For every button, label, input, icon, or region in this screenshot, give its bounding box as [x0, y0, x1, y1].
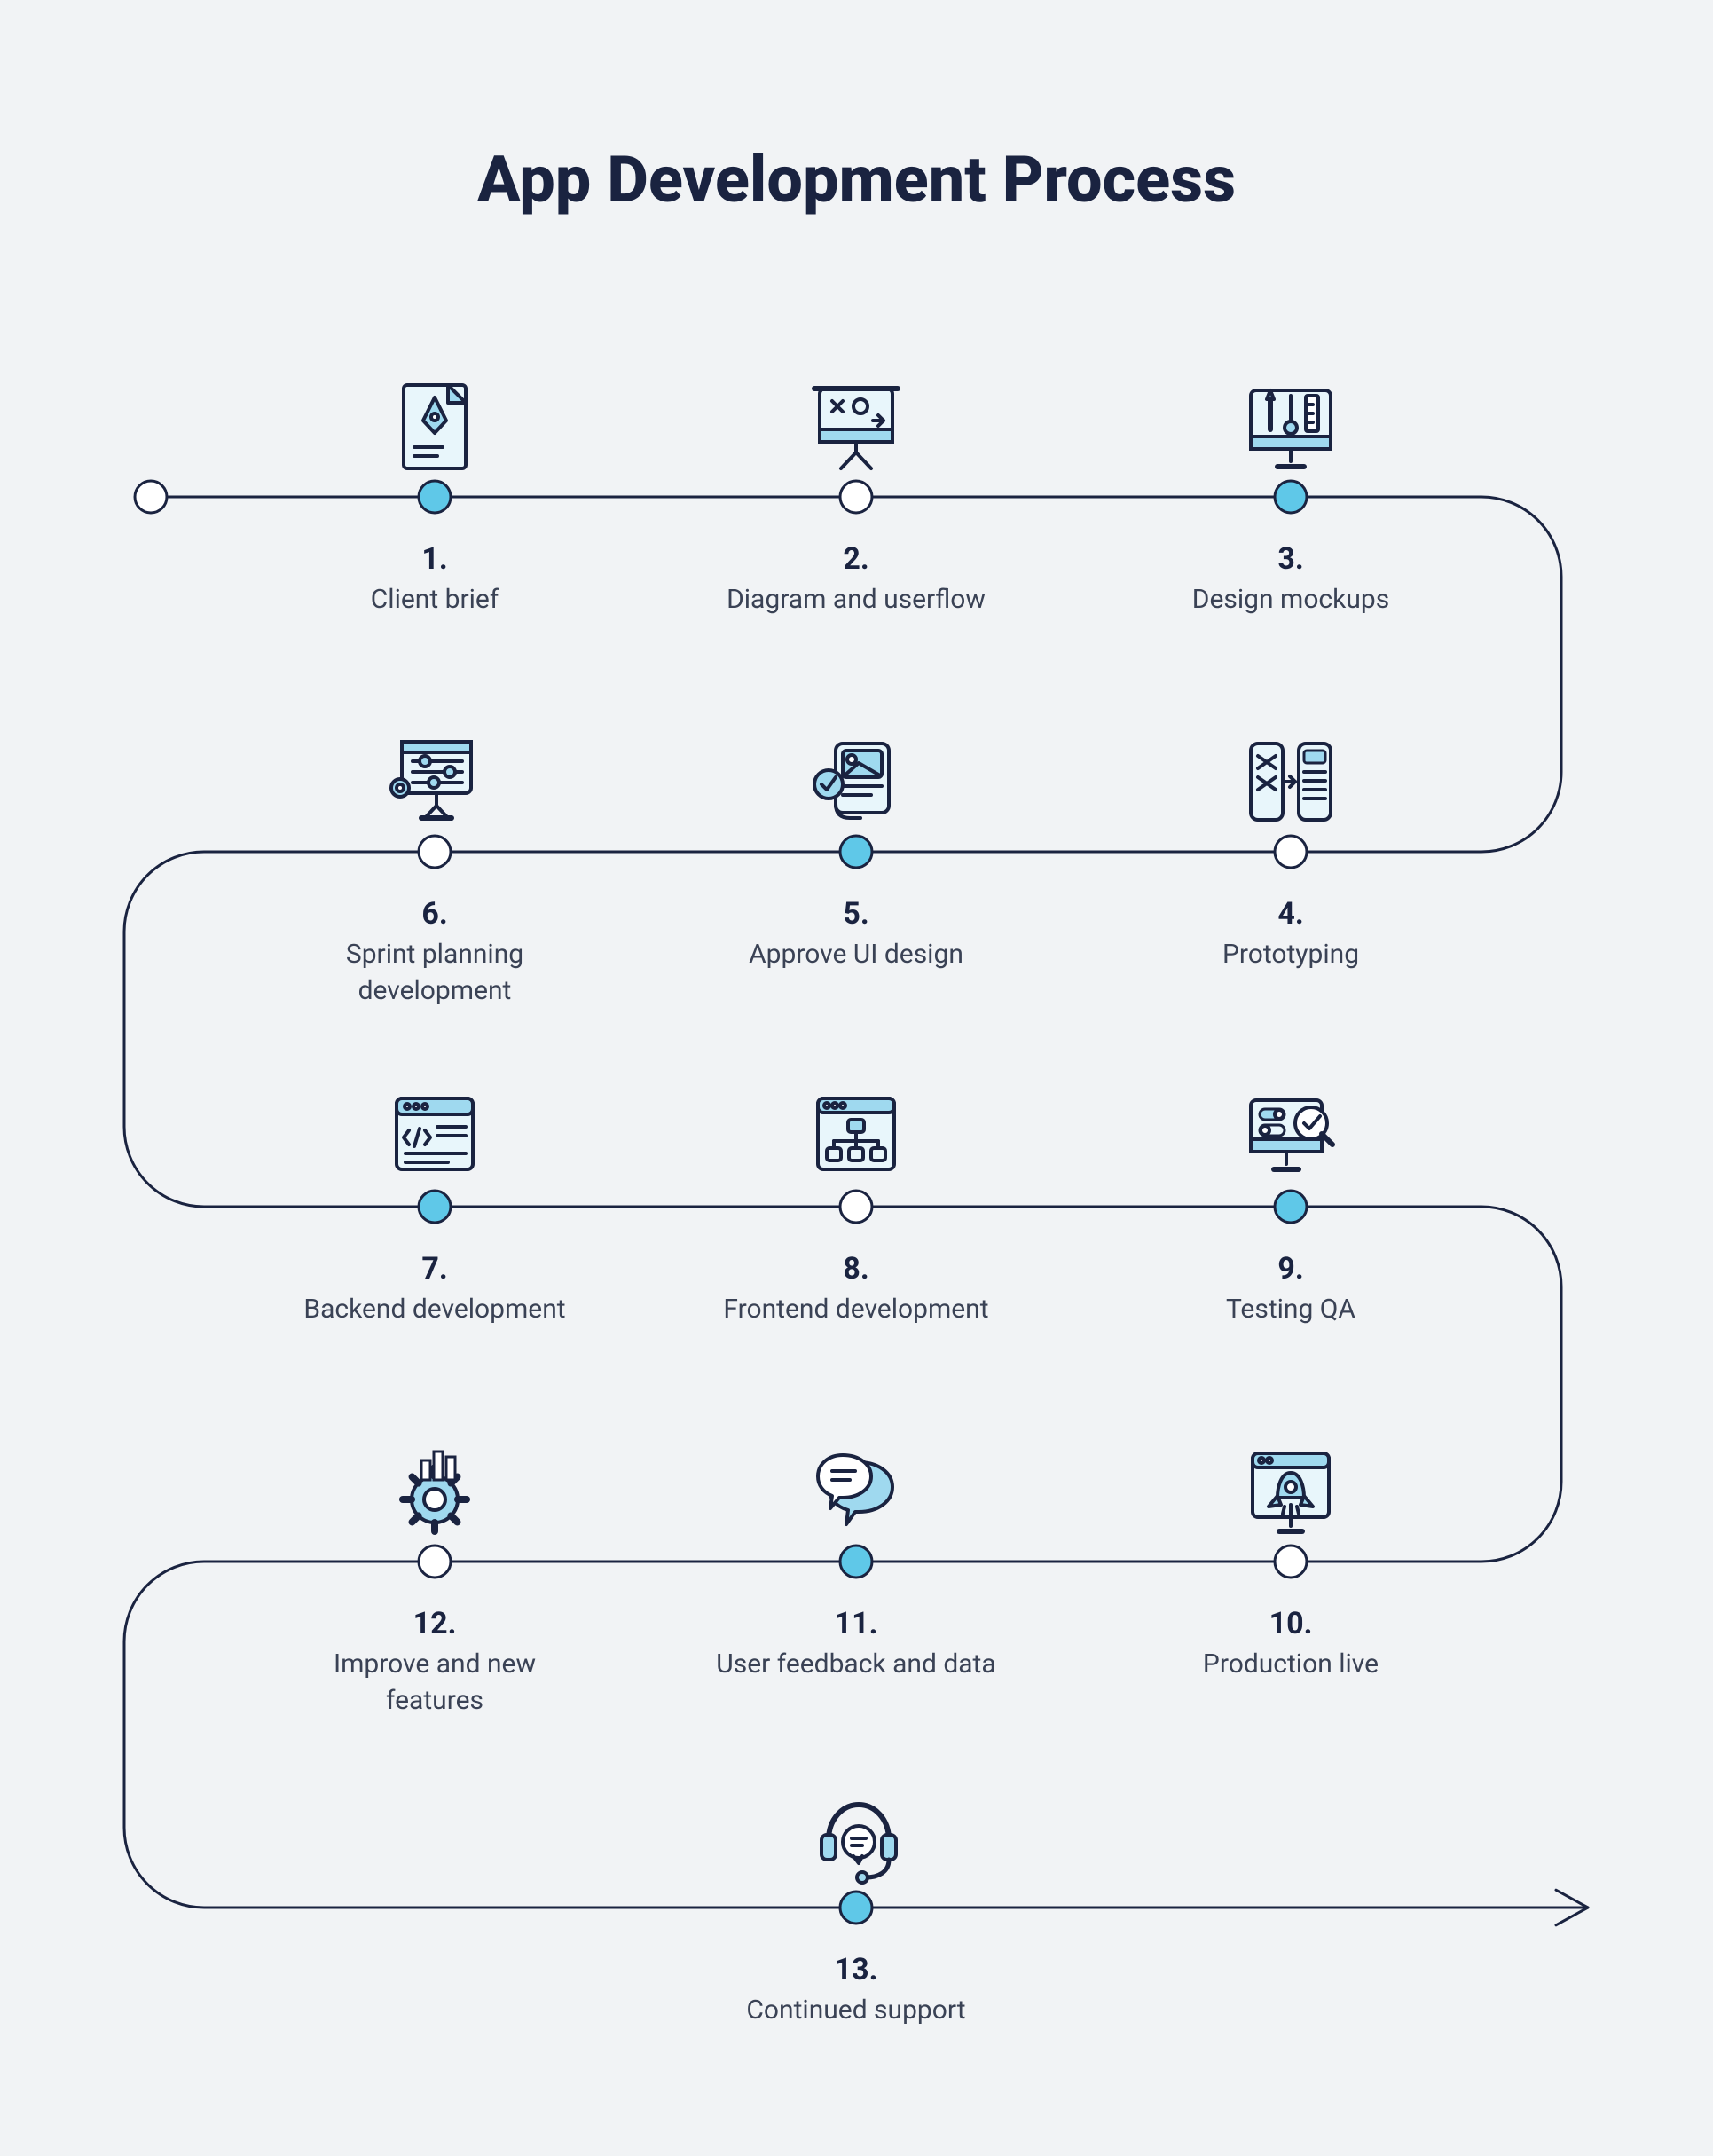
process-step: 8. Frontend development	[705, 1251, 1007, 1328]
process-step: 6. Sprint planning development	[284, 896, 585, 1009]
process-step: 3. Design mockups	[1140, 541, 1442, 618]
step-number: 7.	[284, 1251, 585, 1287]
frontend-icon	[818, 1098, 894, 1169]
support-icon	[821, 1805, 896, 1883]
start-dot-icon	[135, 481, 167, 513]
feedback-icon	[818, 1455, 892, 1524]
step-number: 2.	[705, 541, 1007, 577]
step-dot	[840, 1191, 872, 1223]
step-label: Continued support	[705, 1993, 1007, 2029]
launch-icon	[1253, 1453, 1329, 1531]
step-label: Frontend development	[705, 1292, 1007, 1328]
step-label: Production live	[1140, 1647, 1442, 1683]
process-step: 9. Testing QA	[1140, 1251, 1442, 1328]
whiteboard-icon	[814, 389, 898, 468]
prototype-icon	[1251, 744, 1331, 820]
step-label: Testing QA	[1140, 1292, 1442, 1328]
step-dot	[840, 836, 872, 868]
process-step: 12. Improve and new features	[284, 1606, 585, 1719]
step-label: User feedback and data	[705, 1647, 1007, 1683]
process-step: 7. Backend development	[284, 1251, 585, 1328]
process-step: 2. Diagram and userflow	[705, 541, 1007, 618]
step-dot	[419, 1546, 451, 1578]
step-dot	[840, 481, 872, 513]
sprint-icon	[391, 742, 471, 818]
step-dot	[419, 481, 451, 513]
process-step: 11. User feedback and data	[705, 1606, 1007, 1683]
step-label: Design mockups	[1140, 582, 1442, 618]
step-dot	[1275, 481, 1307, 513]
design-icon	[1251, 390, 1331, 467]
process-step: 13. Continued support	[705, 1952, 1007, 2029]
step-number: 10.	[1140, 1606, 1442, 1641]
step-dot	[840, 1892, 872, 1924]
approve-icon	[814, 744, 889, 818]
qa-icon	[1251, 1100, 1332, 1169]
process-step: 10. Production live	[1140, 1606, 1442, 1683]
step-number: 5.	[705, 896, 1007, 932]
step-number: 11.	[705, 1606, 1007, 1641]
step-number: 9.	[1140, 1251, 1442, 1287]
step-label: Backend development	[284, 1292, 585, 1328]
step-dot	[1275, 1546, 1307, 1578]
process-step: 1. Client brief	[284, 541, 585, 618]
process-step: 5. Approve UI design	[705, 896, 1007, 973]
step-dot	[840, 1546, 872, 1578]
step-number: 8.	[705, 1251, 1007, 1287]
step-dot	[1275, 1191, 1307, 1223]
step-number: 13.	[705, 1952, 1007, 1987]
step-number: 4.	[1140, 896, 1442, 932]
process-step: 4. Prototyping	[1140, 896, 1442, 973]
process-flow-svg	[0, 0, 1713, 2156]
step-number: 3.	[1140, 541, 1442, 577]
step-number: 1.	[284, 541, 585, 577]
step-number: 6.	[284, 896, 585, 932]
step-number: 12.	[284, 1606, 585, 1641]
step-label: Sprint planning development	[284, 937, 585, 1009]
backend-icon	[397, 1098, 473, 1169]
brief-icon	[404, 385, 466, 468]
step-label: Approve UI design	[705, 937, 1007, 973]
step-label: Prototyping	[1140, 937, 1442, 973]
step-label: Diagram and userflow	[705, 582, 1007, 618]
step-label: Improve and new features	[284, 1647, 585, 1719]
step-dot	[419, 836, 451, 868]
step-dot	[419, 1191, 451, 1223]
step-label: Client brief	[284, 582, 585, 618]
improve-icon	[403, 1452, 467, 1531]
step-dot	[1275, 836, 1307, 868]
